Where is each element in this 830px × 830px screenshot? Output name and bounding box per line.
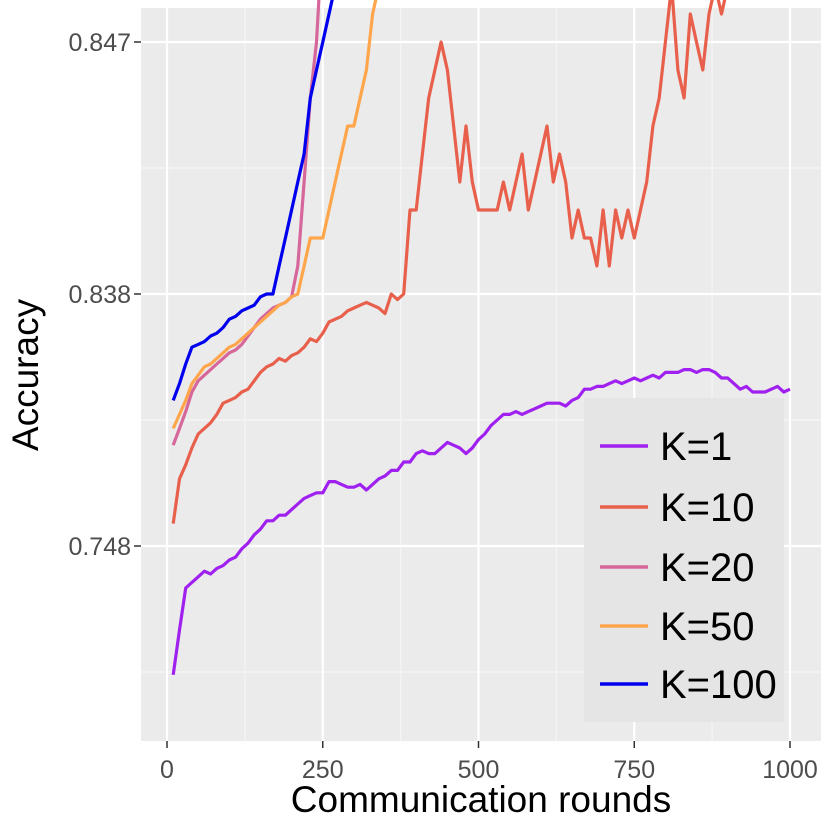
- x-axis-title: Communication rounds: [291, 779, 671, 820]
- legend-label-K=1: K=1: [660, 425, 732, 469]
- y-tick-label: 0.847: [68, 29, 131, 57]
- x-axis-ticks: 0 250 500 750 1000: [160, 741, 818, 784]
- series-line-K=50: [171, 0, 378, 430]
- x-tick-label: 1000: [762, 756, 818, 784]
- series-line-K=10: [171, 0, 727, 524]
- legend-label-K=50: K=50: [660, 605, 755, 649]
- x-tick-label: 750: [613, 756, 655, 784]
- legend-background: [584, 398, 784, 722]
- x-tick-label: 250: [302, 756, 344, 784]
- x-tick-label: 0: [160, 756, 174, 784]
- legend: K=1 K=10 K=20 K=50 K=100: [584, 398, 784, 722]
- legend-label-K=100: K=100: [660, 663, 777, 707]
- series-lines: [171, 0, 791, 676]
- series-line-K=100: [171, 0, 334, 401]
- legend-label-K=10: K=10: [660, 486, 755, 530]
- y-tick-label: 0.838: [68, 281, 131, 309]
- x-tick-label: 500: [458, 756, 500, 784]
- y-axis-title: Accuracy: [5, 298, 46, 451]
- major-gridlines: [141, 8, 821, 741]
- y-tick-label: 0.748: [68, 533, 131, 561]
- y-axis-ticks: 0.748 0.838 0.847: [68, 29, 141, 561]
- legend-label-K=20: K=20: [660, 546, 755, 590]
- series-line-K=1: [171, 368, 791, 676]
